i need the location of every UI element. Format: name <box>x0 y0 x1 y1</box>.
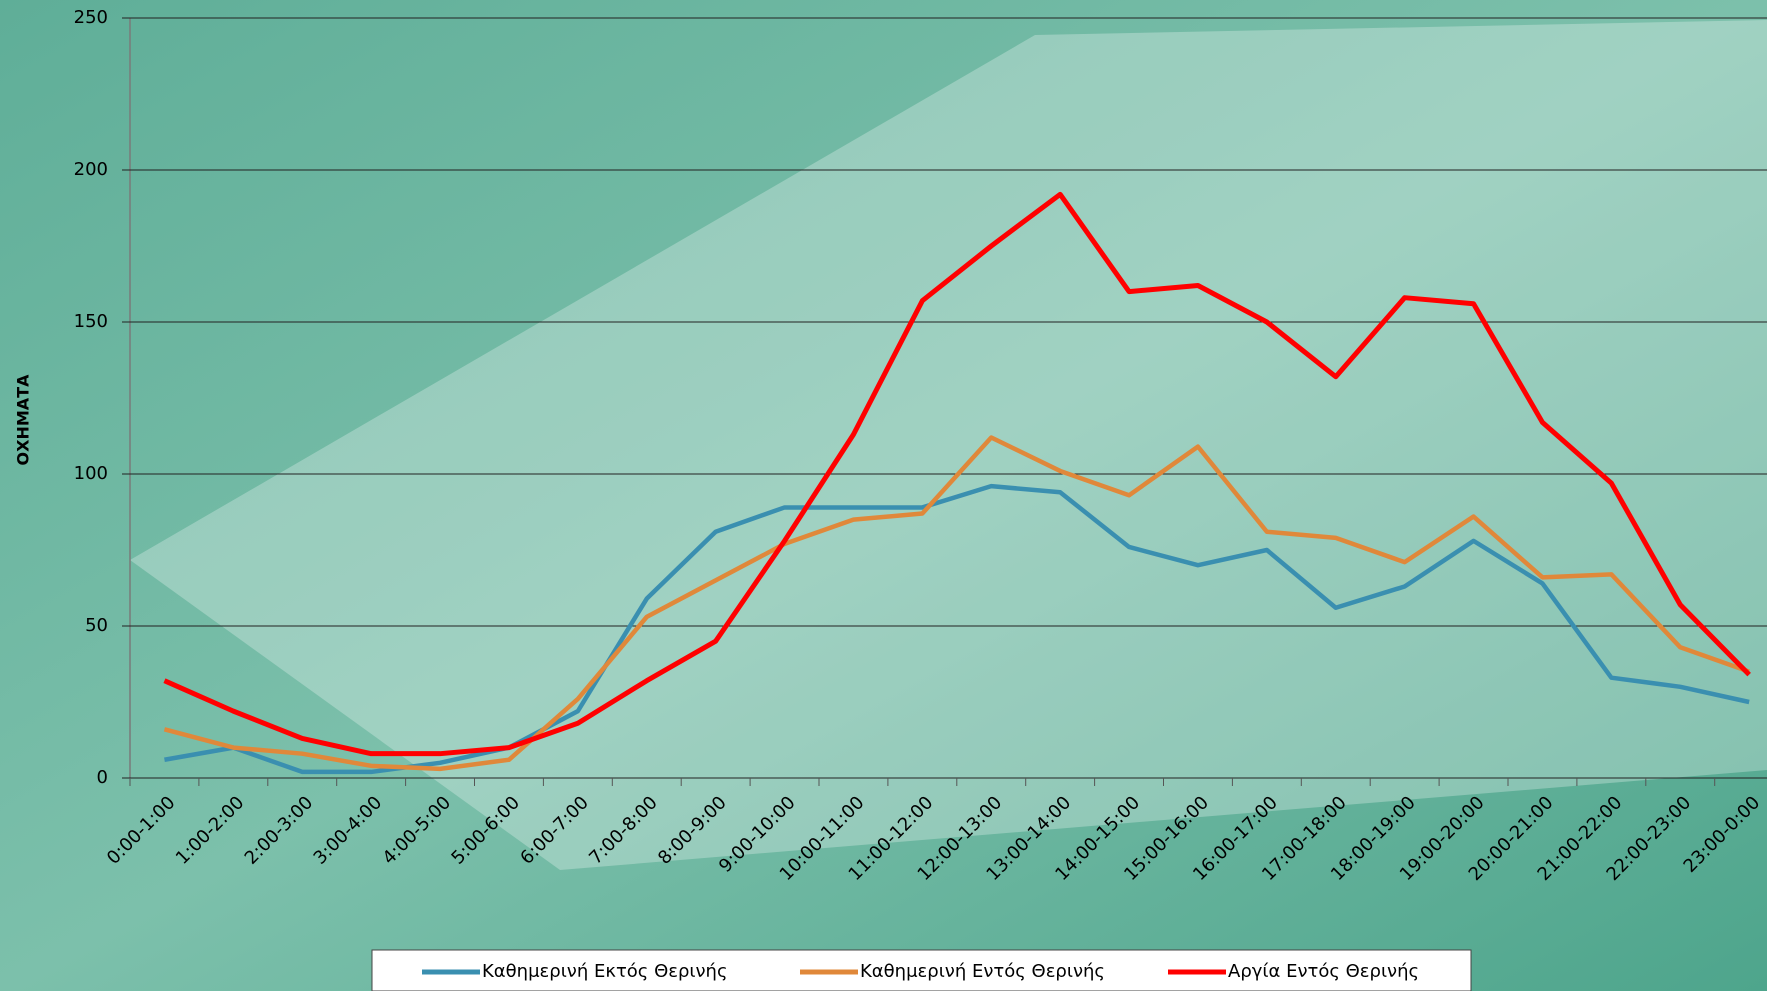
y-tick-label: 250 <box>74 7 108 28</box>
legend-label: Καθημερινή Εντός Θερινής <box>860 961 1105 982</box>
series-line <box>164 483 1750 775</box>
y-axis-label: ΟΧΗΜΑΤΑ <box>14 374 33 466</box>
series-line <box>163 435 1750 772</box>
highlight <box>130 20 1767 870</box>
y-tick-label: 0 <box>97 767 108 788</box>
series-line <box>163 191 1751 757</box>
legend <box>371 949 1472 991</box>
legend-label: Αργία Εντός Θερινής <box>1228 961 1419 982</box>
y-tick-label: 50 <box>85 615 108 636</box>
legend-label: Καθημερινή Εκτός Θερινής <box>482 961 728 982</box>
y-tick-label: 200 <box>74 159 108 180</box>
y-tick-label: 100 <box>74 463 108 484</box>
y-tick-label: 150 <box>74 311 108 332</box>
